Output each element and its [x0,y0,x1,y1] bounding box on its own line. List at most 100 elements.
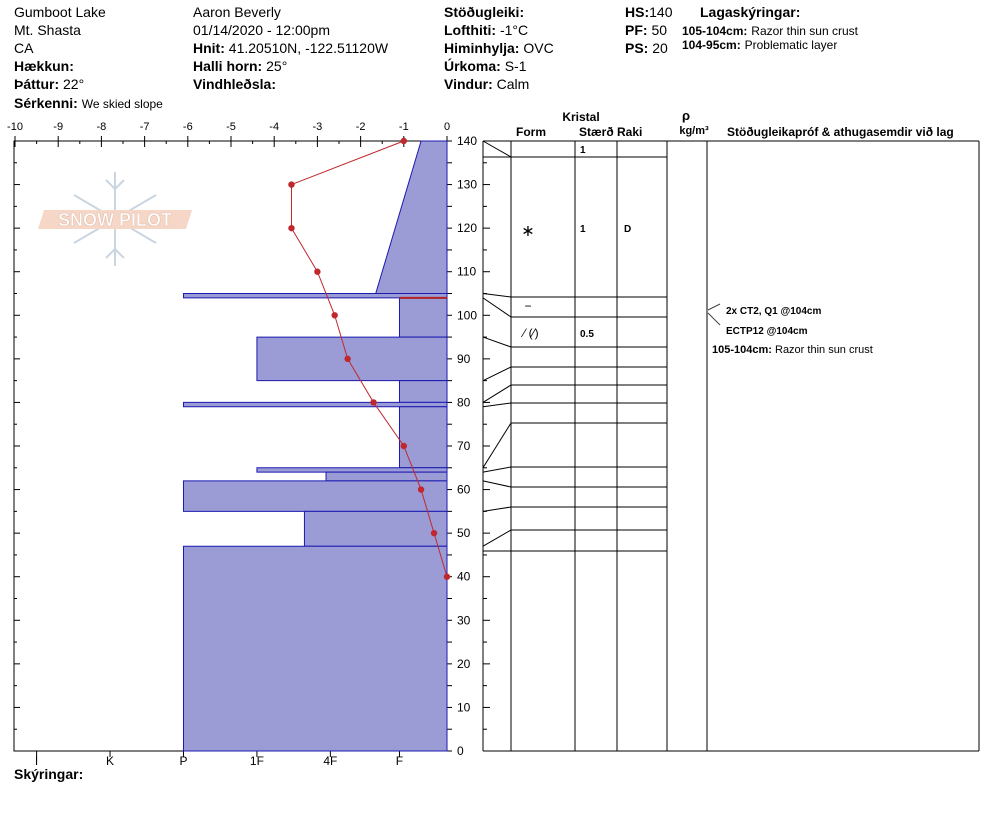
temperature-point [288,224,295,232]
layer-comment-range: 105-104cm: [712,344,775,356]
features: Sérkenni: We skied slope [14,95,163,111]
layer-connector [482,506,512,512]
layer-connector [482,336,512,348]
layer-comment: 105-104cm: Razor thin sun crust [712,344,873,356]
layer-connector [482,293,512,298]
hardness-tick-label: 1F [250,754,264,768]
hardness-tick-label: F [396,754,403,768]
crystal-size: 1 [580,145,586,156]
temperature-point [400,442,407,450]
layer-connector [482,466,512,473]
layer-note-2: 104-95cm: Problematic layer [682,38,838,52]
temperature-point [443,573,451,580]
temperature-point [314,268,321,275]
height-tick-label: 50 [457,526,471,540]
state: CA [14,40,34,56]
wind-load-label: Vindhleðsla: [193,76,276,92]
aspect: Þáttur: 22° [14,76,85,92]
temp-tick-label: -8 [97,121,107,133]
temp-tick-label: -9 [53,121,63,133]
crystal-size: 1 [580,224,586,235]
temp-tick-label: -4 [269,121,279,133]
kristal-header: Kristal [562,110,599,124]
layers-title: Lagaskýringar: [700,4,801,20]
test-result: ECTP12 @104cm [726,326,808,337]
height-tick-label: 10 [457,700,471,714]
height-tick-label: 60 [457,483,471,497]
temp-tick-label: -6 [183,121,193,133]
hardness-layer [375,140,448,294]
hardness-layers [182,140,448,752]
layer-connector [482,422,512,469]
tests-header: Stöðugleikapróf & athugasemdir við lag [727,125,954,139]
layer-connector [482,384,512,403]
temperature-point [400,137,407,145]
hs: HS:140 [625,4,673,20]
temp-tick-label: 0 [444,121,450,133]
layer-connector [482,402,512,408]
height-tick-label: 20 [457,657,471,671]
temp-tick-label: -2 [356,121,366,133]
temperature-profile [288,137,451,580]
crystal-moisture: D [624,224,631,235]
size-header: Stærð [579,125,614,139]
height-tick-label: 100 [457,308,477,322]
hardness-layer [325,471,448,482]
height-tick-label: 80 [457,395,471,409]
layer-connector [482,140,512,158]
density-unit: kg/m³ [679,125,709,137]
layer-connector [482,529,512,547]
layer-connector [482,366,512,382]
hardness-tick-label: I [35,754,38,768]
temp-tick-label: -10 [7,121,23,133]
layer-note-1: 105-104cm: Razor thin sun crust [682,24,858,38]
sky: Himinhylja: OVC [444,40,554,56]
crystal-form: − [524,299,531,313]
moisture-header: Raki [617,125,642,139]
layer-table [482,140,980,752]
hardness-layer [182,480,448,512]
legend-label: Skýringar: [14,766,84,782]
hardness-layer [256,467,448,473]
temp-tick-label: -1 [399,121,409,133]
hardness-layer [182,545,448,752]
datetime: 01/14/2020 - 12:00pm [193,22,330,38]
form-header: Form [516,125,546,139]
height-tick-label: 70 [457,439,471,453]
elevation-label: Hækkun: [14,58,74,74]
temperature-point [344,355,351,363]
crystal-form: ⁄ (⁄) [520,326,538,340]
height-axis: 0 10 20 30 40 50 60 70 80 90 100 110 120 130 140 [14,134,490,758]
temperature-point [331,312,338,319]
air-temp: Lofthiti: -1°C [444,22,529,38]
stability-tests: 2x CT2, Q1 @104cm ECTP12 @104cm 105-104cm:… [707,303,873,356]
test-result: 2x CT2, Q1 @104cm [726,306,821,317]
temp-tick-label: -3 [313,121,323,133]
hardness-layer [398,406,448,469]
height-tick-label: 120 [457,221,477,235]
hardness-tick-label: 4F [323,754,337,768]
snowpilot-logo: SNOW PILOT [38,172,192,266]
temperature-point [288,181,295,188]
height-tick-label: 130 [457,178,477,192]
layer-connector [482,297,512,318]
height-tick-label: 140 [457,134,477,148]
coords: Hnit: 41.20510N, -122.51120W [193,40,389,56]
hardness-layer [398,297,448,338]
range: Mt. Shasta [14,22,81,38]
height-tick-label: 110 [457,265,476,279]
watermark-text: SNOW PILOT [58,210,172,230]
test-arrow [707,312,721,326]
hardness-tick-label: K [106,754,114,768]
pf: PF: 50 [625,22,668,38]
crystal-size: 0.5 [580,329,594,340]
hardness-axis: I K P 1F 4F F [35,751,403,768]
observer: Aaron Beverly [193,4,281,20]
location: Gumboot Lake [14,4,106,20]
temp-tick-label: -5 [226,121,236,133]
stability-label: Stöðugleiki: [444,4,525,20]
wind: Vindur: Calm [444,76,530,92]
temp-tick-label: -7 [140,121,150,133]
hardness-layer [182,401,448,408]
